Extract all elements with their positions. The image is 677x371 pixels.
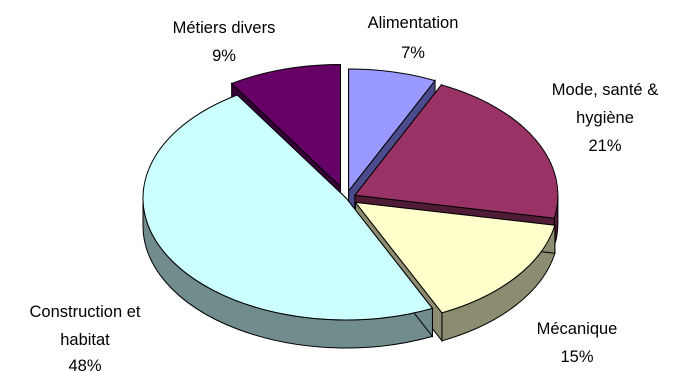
slice-mode-sante-hygiene xyxy=(353,84,559,219)
slice-label-alimentation: Alimentation xyxy=(368,14,459,32)
slice-metiers-divers xyxy=(230,63,341,188)
slice-pct-mode-sante-hygiene: 21% xyxy=(588,137,621,155)
slice-mecanique xyxy=(354,201,556,314)
slice-pct-construction: 48% xyxy=(68,357,101,371)
slice-pct-mecanique: 15% xyxy=(560,348,593,366)
slice-label-metiers-divers: Métiers divers xyxy=(173,19,276,37)
pie-slices xyxy=(142,63,559,321)
slice-pct-metiers-divers: 9% xyxy=(212,47,236,65)
slice-label-mode-sante-hygiene-line2: hygiène xyxy=(576,109,634,127)
slice-label-construction-line1: Construction et xyxy=(30,303,141,321)
slice-label-mecanique: Mécanique xyxy=(537,320,618,338)
slice-label-construction-line2: habitat xyxy=(60,331,110,349)
data-labels: Alimentation 7% Mode, santé & hygiène 21… xyxy=(30,14,659,371)
slice-alimentation xyxy=(348,68,436,193)
slice-pct-alimentation: 7% xyxy=(401,44,425,62)
slice-construction-et-habitat xyxy=(142,94,434,321)
slice-label-mode-sante-hygiene-line1: Mode, santé & xyxy=(552,81,658,99)
